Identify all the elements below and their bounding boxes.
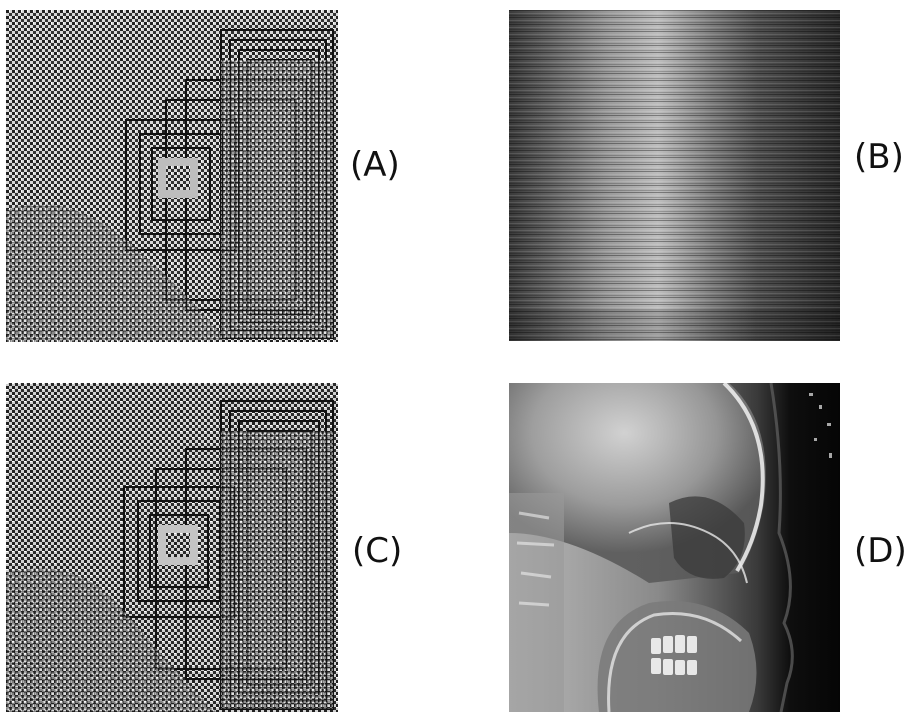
encrypted-pattern-c (6, 383, 338, 712)
panel-label-a: (A) (350, 145, 400, 185)
banded-pattern-b (509, 10, 840, 341)
encrypted-image-a (6, 10, 338, 342)
encrypted-pattern-a (6, 10, 338, 342)
encrypted-image-c (6, 383, 338, 712)
panel-label-b: (B) (854, 137, 904, 177)
xray-skull-illustration (509, 383, 840, 712)
banded-image-b (509, 10, 840, 341)
teeth (651, 635, 697, 675)
panel-label-c: (C) (352, 531, 403, 571)
xray-skull-image-d (509, 383, 840, 712)
panel-label-d: (D) (854, 531, 904, 571)
